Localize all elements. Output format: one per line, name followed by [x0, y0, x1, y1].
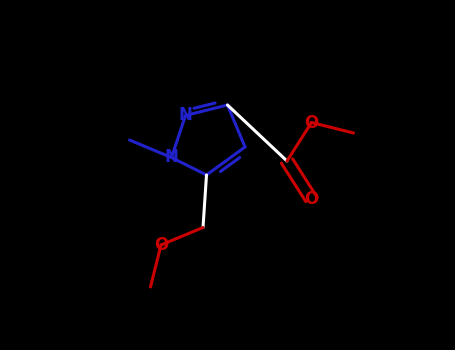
Text: O: O: [154, 236, 168, 254]
Text: O: O: [304, 113, 318, 132]
Text: N: N: [178, 106, 192, 125]
Text: N: N: [165, 148, 178, 167]
Text: O: O: [304, 190, 318, 209]
